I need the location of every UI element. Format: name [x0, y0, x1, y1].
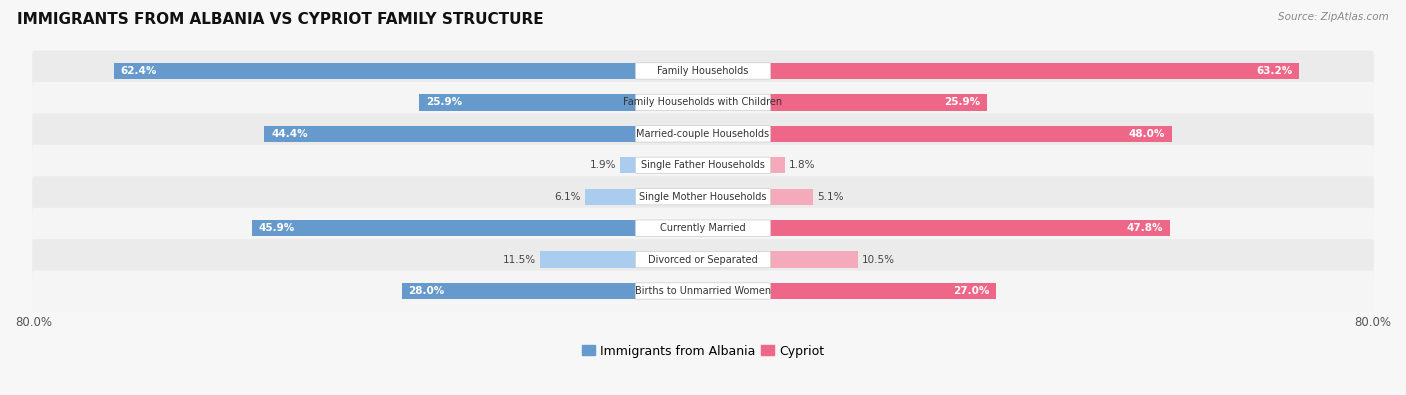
FancyBboxPatch shape — [32, 113, 1374, 154]
Text: 48.0%: 48.0% — [1129, 129, 1166, 139]
Text: 1.8%: 1.8% — [789, 160, 815, 170]
Text: 27.0%: 27.0% — [953, 286, 990, 296]
Text: 25.9%: 25.9% — [426, 98, 463, 107]
Bar — [419, 94, 636, 111]
Text: 63.2%: 63.2% — [1256, 66, 1292, 76]
FancyBboxPatch shape — [32, 145, 1374, 186]
Text: 44.4%: 44.4% — [271, 129, 308, 139]
Bar — [770, 126, 1171, 142]
Text: 1.9%: 1.9% — [589, 160, 616, 170]
FancyBboxPatch shape — [32, 271, 1374, 311]
FancyBboxPatch shape — [32, 208, 1374, 248]
Bar — [770, 188, 813, 205]
Text: 28.0%: 28.0% — [408, 286, 444, 296]
Bar — [770, 283, 995, 299]
Text: Divorced or Separated: Divorced or Separated — [648, 254, 758, 265]
Bar — [770, 63, 1299, 79]
Text: 45.9%: 45.9% — [259, 223, 295, 233]
Text: 5.1%: 5.1% — [817, 192, 844, 202]
Text: Married-couple Households: Married-couple Households — [637, 129, 769, 139]
Text: 62.4%: 62.4% — [121, 66, 157, 76]
Bar — [252, 220, 636, 236]
Bar — [770, 251, 858, 268]
Text: 10.5%: 10.5% — [862, 254, 896, 265]
Bar — [264, 126, 636, 142]
Bar — [770, 94, 987, 111]
FancyBboxPatch shape — [636, 251, 770, 268]
Bar — [585, 188, 636, 205]
Bar — [770, 157, 785, 173]
Text: 25.9%: 25.9% — [943, 98, 980, 107]
FancyBboxPatch shape — [32, 239, 1374, 280]
Bar — [540, 251, 636, 268]
Text: Family Households: Family Households — [658, 66, 748, 76]
FancyBboxPatch shape — [636, 94, 770, 111]
Text: Single Mother Households: Single Mother Households — [640, 192, 766, 202]
FancyBboxPatch shape — [32, 82, 1374, 123]
FancyBboxPatch shape — [636, 63, 770, 79]
Bar — [770, 220, 1170, 236]
FancyBboxPatch shape — [32, 51, 1374, 91]
Text: 11.5%: 11.5% — [502, 254, 536, 265]
FancyBboxPatch shape — [636, 283, 770, 299]
FancyBboxPatch shape — [636, 126, 770, 142]
FancyBboxPatch shape — [32, 176, 1374, 217]
Legend: Immigrants from Albania, Cypriot: Immigrants from Albania, Cypriot — [576, 340, 830, 363]
Bar — [114, 63, 636, 79]
Text: Family Households with Children: Family Households with Children — [623, 98, 783, 107]
Bar — [620, 157, 636, 173]
Text: IMMIGRANTS FROM ALBANIA VS CYPRIOT FAMILY STRUCTURE: IMMIGRANTS FROM ALBANIA VS CYPRIOT FAMIL… — [17, 12, 544, 27]
Text: 47.8%: 47.8% — [1126, 223, 1163, 233]
Text: 6.1%: 6.1% — [554, 192, 581, 202]
Text: Single Father Households: Single Father Households — [641, 160, 765, 170]
FancyBboxPatch shape — [636, 188, 770, 205]
Bar — [402, 283, 636, 299]
FancyBboxPatch shape — [636, 220, 770, 236]
FancyBboxPatch shape — [636, 157, 770, 173]
Text: Currently Married: Currently Married — [661, 223, 745, 233]
Text: Source: ZipAtlas.com: Source: ZipAtlas.com — [1278, 12, 1389, 22]
Text: Births to Unmarried Women: Births to Unmarried Women — [636, 286, 770, 296]
